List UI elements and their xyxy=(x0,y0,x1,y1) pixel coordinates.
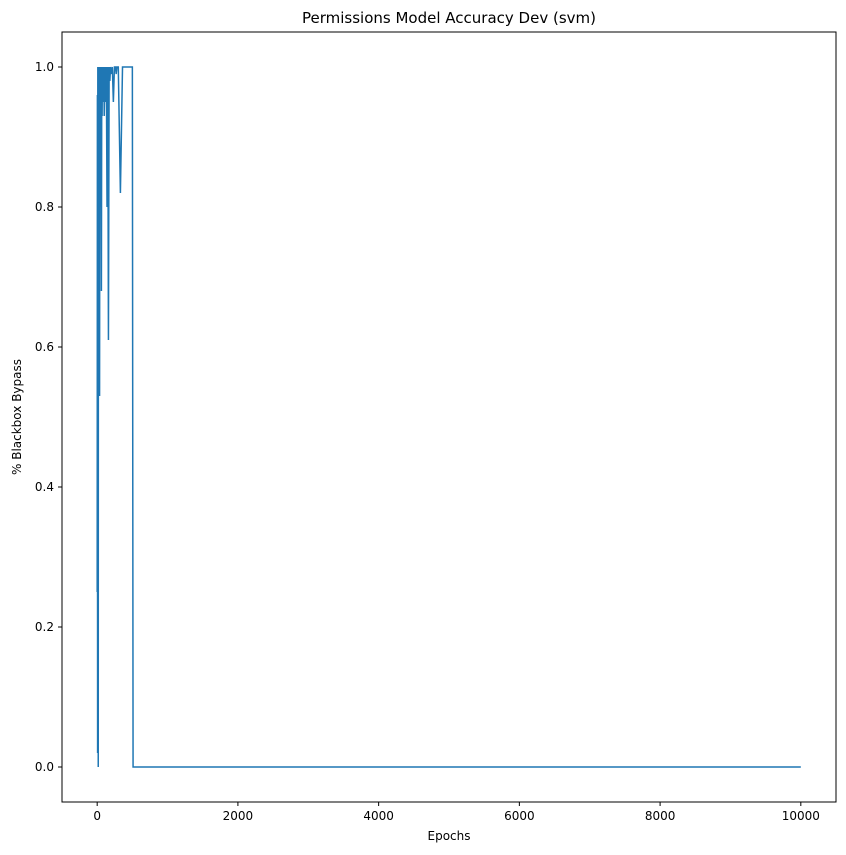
y-tick-label: 0.8 xyxy=(35,200,54,214)
y-tick-label: 0.4 xyxy=(35,480,54,494)
x-tick-label: 8000 xyxy=(645,809,676,823)
y-axis-label: % Blackbox Bypass xyxy=(10,359,24,475)
x-tick-label: 2000 xyxy=(223,809,254,823)
y-tick-label: 0.2 xyxy=(35,620,54,634)
x-tick-label: 4000 xyxy=(363,809,394,823)
plot-area xyxy=(61,31,837,803)
x-tick-label: 10000 xyxy=(782,809,820,823)
y-axis-ticks: 0.0 0.2 0.4 0.6 0.8 1.0 xyxy=(35,60,62,774)
x-axis-label: Epochs xyxy=(428,829,471,843)
x-axis-ticks: 0 2000 4000 6000 8000 10000 xyxy=(93,802,820,823)
x-tick-label: 0 xyxy=(93,809,101,823)
y-tick-label: 0.6 xyxy=(35,340,54,354)
chart-title: Permissions Model Accuracy Dev (svm) xyxy=(302,9,596,27)
x-tick-label: 6000 xyxy=(504,809,535,823)
series-line xyxy=(96,66,801,768)
y-tick-label: 0.0 xyxy=(35,760,54,774)
y-tick-label: 1.0 xyxy=(35,60,54,74)
